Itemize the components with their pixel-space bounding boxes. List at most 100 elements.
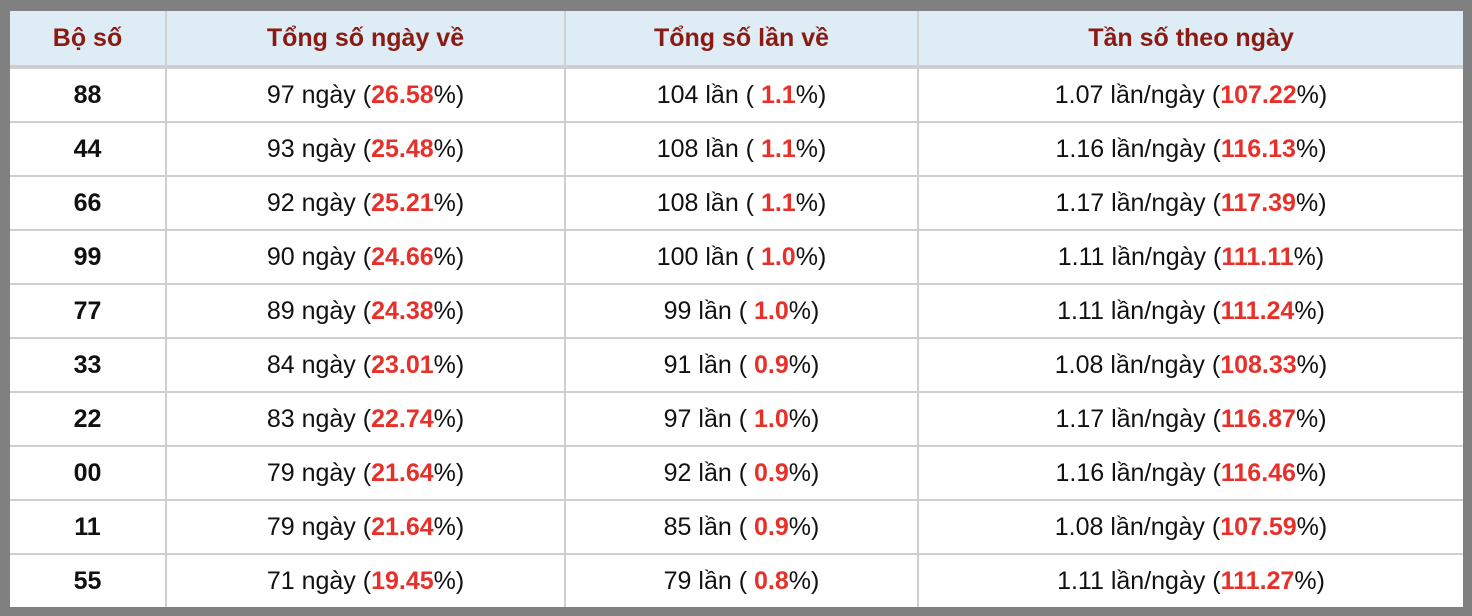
header-tan-so-theo-ngay: Tần số theo ngày (917, 11, 1463, 69)
table-header-row: Bộ số Tổng số ngày về Tổng số lần về Tần… (10, 11, 1463, 69)
cell-tan-so: 1.08 lần/ngày (107.59%) (917, 499, 1463, 555)
cell-tan-so: 1.16 lần/ngày (116.13%) (917, 121, 1463, 177)
cell-tong-so-ngay: 97 ngày (26.58%) (165, 66, 566, 123)
percent-value: 0.9 (754, 458, 789, 487)
value-text: 97 lần ( (663, 404, 754, 433)
percent-value: 25.21 (371, 188, 434, 217)
value: 00 (73, 458, 102, 487)
percent-suffix: %) (795, 188, 827, 217)
value-text: 100 lần ( (656, 242, 761, 271)
table-row: 66 92 ngày (25.21%) 108 lần ( 1.1%) 1.17 lầ… (10, 175, 1463, 231)
percent-suffix: %) (433, 134, 465, 163)
value: 22 (73, 404, 102, 433)
percent-value: 1.0 (754, 296, 789, 325)
percent-suffix: %) (795, 134, 827, 163)
percent-value: 107.22 (1220, 80, 1297, 109)
cell-tong-so-lan: 85 lần ( 0.9%) (564, 499, 919, 555)
value: 77 (73, 296, 102, 325)
cell-bo-so: 66 (10, 175, 167, 231)
cell-tan-so: 1.07 lần/ngày (107.22%) (917, 66, 1463, 123)
percent-suffix: %) (788, 404, 820, 433)
value-text: 1.16 lần/ngày ( (1055, 134, 1221, 163)
value: 11 (74, 512, 101, 541)
value-text: 99 lần ( (663, 296, 754, 325)
percent-value: 21.64 (371, 512, 434, 541)
percent-value: 1.1 (760, 188, 796, 217)
cell-tong-so-ngay: 93 ngày (25.48%) (165, 121, 566, 177)
percent-suffix: %) (1295, 404, 1327, 433)
cell-tong-so-lan: 97 lần ( 1.0%) (564, 391, 919, 447)
cell-tong-so-lan: 99 lần ( 1.0%) (564, 283, 919, 339)
percent-value: 107.59 (1220, 512, 1297, 541)
value-text: 1.08 lần/ngày ( (1054, 512, 1221, 541)
cell-bo-so: 44 (10, 121, 167, 177)
value-text: 79 ngày ( (266, 512, 372, 541)
percent-suffix: %) (433, 350, 465, 379)
frequency-table: Bộ số Tổng số ngày về Tổng số lần về Tần… (10, 11, 1463, 607)
cell-tong-so-ngay: 71 ngày (19.45%) (165, 553, 566, 607)
percent-value: 1.0 (754, 404, 789, 433)
percent-suffix: %) (1296, 512, 1328, 541)
table-row: 11 79 ngày (21.64%) 85 lần ( 0.9%) 1.08 lần… (10, 499, 1463, 555)
value-text: 1.07 lần/ngày ( (1054, 80, 1221, 109)
table-row: 55 71 ngày (19.45%) 79 lần ( 0.8%) 1.11 lần… (10, 553, 1463, 607)
cell-tong-so-ngay: 89 ngày (24.38%) (165, 283, 566, 339)
percent-value: 23.01 (371, 350, 434, 379)
percent-suffix: %) (433, 458, 465, 487)
value-text: 108 lần ( (656, 188, 761, 217)
value: 33 (73, 350, 102, 379)
cell-tong-so-lan: 100 lần ( 1.0%) (564, 229, 919, 285)
percent-value: 117.39 (1220, 188, 1296, 217)
cell-tong-so-ngay: 84 ngày (23.01%) (165, 337, 566, 393)
percent-value: 1.1 (760, 134, 796, 163)
table-row: 99 90 ngày (24.66%) 100 lần ( 1.0%) 1.11 lầ… (10, 229, 1463, 285)
value: 44 (73, 134, 102, 163)
cell-tan-so: 1.17 lần/ngày (117.39%) (917, 175, 1463, 231)
table-row: 00 79 ngày (21.64%) 92 lần ( 0.9%) 1.16 lần… (10, 445, 1463, 501)
table-row: 44 93 ngày (25.48%) 108 lần ( 1.1%) 1.16 lầ… (10, 121, 1463, 177)
value-text: 1.11 lần/ngày ( (1057, 566, 1221, 595)
cell-tong-so-lan: 79 lần ( 0.8%) (564, 553, 919, 607)
percent-suffix: %) (788, 512, 820, 541)
percent-value: 22.74 (371, 404, 434, 433)
value-text: 79 ngày ( (266, 458, 372, 487)
percent-value: 26.58 (371, 80, 434, 109)
cell-tong-so-lan: 108 lần ( 1.1%) (564, 121, 919, 177)
value-text: 89 ngày ( (266, 296, 372, 325)
value-text: 1.17 lần/ngày ( (1055, 188, 1221, 217)
percent-suffix: %) (433, 296, 465, 325)
percent-value: 24.38 (371, 296, 434, 325)
value-text: 93 ngày ( (266, 134, 372, 163)
cell-tong-so-ngay: 79 ngày (21.64%) (165, 499, 566, 555)
cell-tan-so: 1.11 lần/ngày (111.11%) (917, 229, 1463, 285)
percent-value: 0.9 (754, 512, 789, 541)
percent-value: 111.27 (1220, 566, 1295, 595)
cell-tong-so-ngay: 79 ngày (21.64%) (165, 445, 566, 501)
value-text: 1.11 lần/ngày ( (1057, 296, 1221, 325)
value-text: 79 lần ( (663, 566, 754, 595)
cell-tan-so: 1.08 lần/ngày (108.33%) (917, 337, 1463, 393)
percent-suffix: %) (1296, 350, 1328, 379)
value-text: 92 ngày ( (266, 188, 372, 217)
percent-value: 1.1 (760, 80, 796, 109)
value: 55 (73, 566, 102, 595)
cell-bo-so: 11 (10, 499, 167, 555)
cell-tong-so-lan: 92 lần ( 0.9%) (564, 445, 919, 501)
percent-suffix: %) (795, 242, 827, 271)
cell-tan-so: 1.16 lần/ngày (116.46%) (917, 445, 1463, 501)
cell-tong-so-lan: 108 lần ( 1.1%) (564, 175, 919, 231)
percent-suffix: %) (788, 350, 820, 379)
cell-tong-so-lan: 91 lần ( 0.9%) (564, 337, 919, 393)
cell-tan-so: 1.11 lần/ngày (111.24%) (917, 283, 1463, 339)
percent-value: 0.8 (754, 566, 789, 595)
percent-suffix: %) (433, 188, 465, 217)
value-text: 1.16 lần/ngày ( (1055, 458, 1221, 487)
percent-value: 111.24 (1220, 296, 1295, 325)
percent-value: 1.0 (760, 242, 796, 271)
percent-suffix: %) (1293, 242, 1325, 271)
percent-suffix: %) (433, 404, 465, 433)
cell-bo-so: 99 (10, 229, 167, 285)
cell-tong-so-ngay: 92 ngày (25.21%) (165, 175, 566, 231)
cell-bo-so: 77 (10, 283, 167, 339)
